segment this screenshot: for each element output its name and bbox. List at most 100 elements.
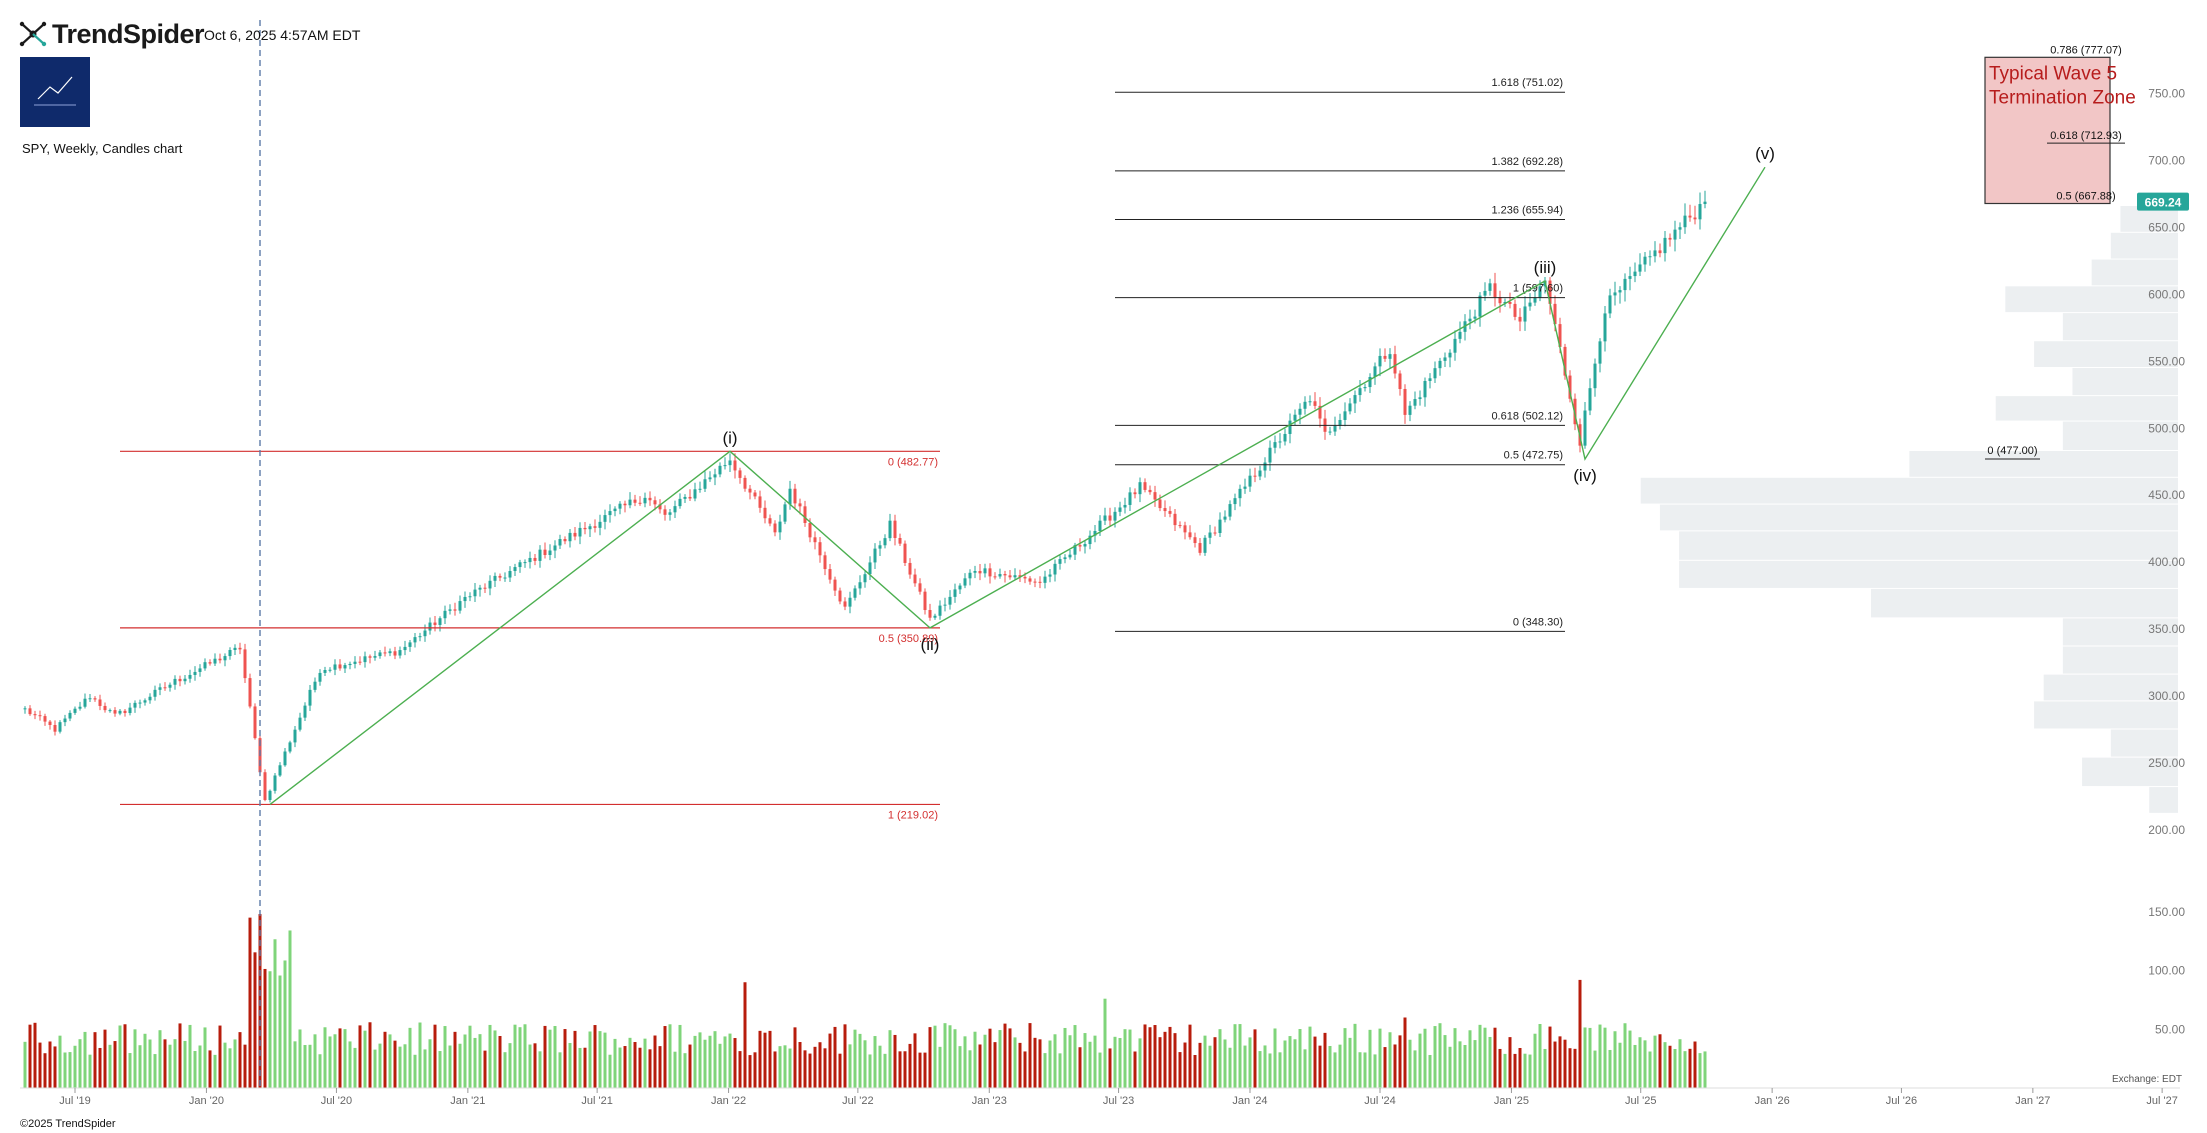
candle-body: [183, 678, 187, 682]
volume-bar: [1038, 1039, 1042, 1088]
candle-body: [418, 636, 422, 638]
volume-bar: [1018, 1042, 1022, 1088]
candle-body: [528, 557, 532, 563]
candle-body: [93, 698, 97, 700]
candle-body: [1028, 578, 1032, 582]
volume-bar: [358, 1025, 362, 1088]
candle-body: [823, 555, 827, 570]
volume-bar: [753, 1052, 757, 1088]
volume-bar: [143, 1033, 147, 1088]
volume-bar: [1633, 1044, 1637, 1088]
volume-profile-bar: [2062, 618, 2178, 646]
volume-bar: [73, 1045, 77, 1088]
volume-bar: [383, 1031, 387, 1088]
candle-body: [948, 596, 952, 605]
candle-body: [218, 658, 222, 661]
candle-body: [168, 684, 172, 688]
volume-bar: [1393, 1044, 1397, 1088]
volume-bar: [1053, 1034, 1057, 1088]
volume-bar: [1188, 1024, 1192, 1088]
candle-body: [288, 742, 292, 752]
candle-body: [353, 661, 357, 664]
volume-bar: [1693, 1041, 1697, 1088]
candle-body: [1288, 420, 1292, 434]
wave-label: (v): [1755, 144, 1775, 163]
candle-body: [1088, 535, 1092, 545]
candle-body: [118, 710, 122, 714]
volume-bar: [1208, 1045, 1212, 1088]
candle-body: [963, 578, 967, 586]
candle-body: [1223, 516, 1227, 520]
candle-body: [978, 571, 982, 574]
volume-bar: [343, 1029, 347, 1088]
candle-body: [1198, 543, 1202, 553]
candle-body: [893, 520, 897, 538]
candle-body: [1208, 532, 1212, 538]
volume-bar: [608, 1054, 612, 1088]
volume-bar: [213, 1054, 217, 1088]
candle-body: [348, 663, 352, 666]
fib-ext-label: 0.5 (472.75): [1504, 450, 1563, 462]
wave-label: (ii): [921, 635, 940, 654]
volume-bar: [563, 1029, 567, 1088]
candle-body: [508, 571, 512, 578]
volume-bar: [1473, 1040, 1477, 1088]
volume-bar: [1348, 1037, 1352, 1088]
volume-bar: [1088, 1041, 1092, 1088]
volume-bar: [738, 1051, 742, 1088]
volume-bar: [413, 1054, 417, 1088]
volume-bar: [778, 1046, 782, 1088]
candle-body: [618, 503, 622, 509]
volume-bar: [838, 1053, 842, 1088]
candle-body: [1533, 297, 1537, 303]
candle-body: [1428, 378, 1432, 381]
candle-body: [853, 588, 857, 598]
candle-body: [273, 775, 277, 791]
volume-bar: [1023, 1051, 1027, 1088]
volume-profile-bar: [1640, 477, 2178, 504]
candle-body: [1408, 405, 1412, 415]
candle-body: [223, 656, 227, 661]
candle-body: [748, 488, 752, 493]
volume-bar: [983, 1034, 987, 1088]
volume-bar: [873, 1036, 877, 1088]
candle-body: [1273, 442, 1277, 448]
wave-label: (i): [722, 428, 737, 447]
candle-body: [333, 664, 337, 670]
volume-bar: [1578, 979, 1582, 1088]
volume-bar: [1163, 1031, 1167, 1088]
volume-bar: [1353, 1023, 1357, 1088]
candle-body: [1673, 229, 1677, 240]
candle-body: [1368, 376, 1372, 388]
volume-bar: [628, 1037, 632, 1088]
chart-timestamp: Oct 6, 2025 4:57AM EDT: [204, 27, 361, 43]
candle-body: [298, 717, 302, 730]
volume-bar: [198, 1045, 202, 1088]
volume-bar: [1303, 1049, 1307, 1088]
candle-body: [1658, 250, 1662, 254]
volume-bar: [1598, 1024, 1602, 1088]
volume-bar: [398, 1046, 402, 1088]
candle-body: [883, 538, 887, 546]
candle-body: [1103, 515, 1107, 521]
candle-body: [693, 489, 697, 499]
candle-body: [1178, 525, 1182, 527]
volume-bar: [673, 1051, 677, 1088]
volume-bar: [1153, 1025, 1157, 1088]
volume-bar: [1543, 1048, 1547, 1088]
volume-profile-bar: [1659, 504, 2178, 531]
volume-bar: [58, 1035, 62, 1088]
candle-body: [1048, 574, 1052, 577]
volume-bar: [1463, 1045, 1467, 1088]
candle-body: [1363, 387, 1367, 389]
candle-body: [1413, 399, 1417, 406]
volume-bar: [118, 1025, 122, 1088]
volume-bar: [163, 1039, 167, 1088]
candle-body: [483, 587, 487, 589]
volume-bar: [318, 1054, 322, 1088]
volume-bar: [593, 1025, 597, 1088]
volume-profile: [1640, 206, 2178, 813]
volume-bar: [1128, 1029, 1132, 1088]
candle-body: [243, 649, 247, 679]
